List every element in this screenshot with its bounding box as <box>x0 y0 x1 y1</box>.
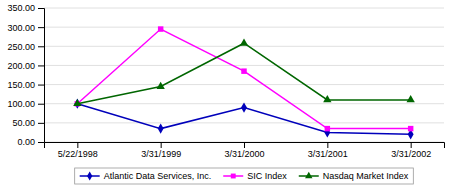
tick-label: 250.00 <box>7 42 35 52</box>
tick-label: 5/22/1998 <box>58 149 98 159</box>
marker <box>241 68 246 73</box>
tick-mark <box>77 142 78 148</box>
tick: 100.00 <box>7 99 44 109</box>
tick: 250.00 <box>7 42 44 52</box>
marker <box>241 102 247 112</box>
tick-label: 3/31/2001 <box>308 149 348 159</box>
tick: 3/31/1999 <box>141 142 181 159</box>
tick: 3/31/2001 <box>308 142 348 159</box>
tick-mark <box>38 65 44 66</box>
tick: 3/31/2002 <box>391 142 431 159</box>
legend-entry: Nasdaq Market Index <box>299 171 409 181</box>
tick: 3/31/2000 <box>224 142 264 159</box>
legend-marker <box>305 172 312 178</box>
line <box>77 29 410 129</box>
chart: 0.00 50.00 100.00 150.00 200.00 250.00 300.00 3… <box>0 0 458 194</box>
marker <box>158 26 163 31</box>
tick-mark <box>38 123 44 124</box>
tick-label: 50.00 <box>12 118 35 128</box>
grid-line <box>44 122 444 123</box>
tick-mark <box>38 46 44 47</box>
tick-mark <box>327 142 328 148</box>
grid-line <box>44 8 444 9</box>
legend-marker <box>231 174 236 179</box>
tick-mark <box>38 85 44 86</box>
x-axis: 5/22/1998 3/31/1999 3/31/2000 3/31/2001 3/31… <box>45 142 445 159</box>
tick-label: 0.00 <box>17 137 35 147</box>
legend-frame <box>75 168 414 184</box>
tick: 150.00 <box>7 80 44 90</box>
tick-mark <box>161 142 162 148</box>
legend-label: Atlantic Data Services, Inc. <box>104 171 212 181</box>
marker <box>323 95 331 102</box>
grid-line <box>44 27 444 28</box>
line <box>77 43 410 103</box>
tick-mark <box>38 27 44 28</box>
tick-label: 300.00 <box>7 23 35 33</box>
tick-label: 3/31/2000 <box>224 149 264 159</box>
grid-line <box>44 65 444 66</box>
series <box>74 99 413 140</box>
grid <box>44 8 444 142</box>
marker <box>240 38 248 45</box>
legend-marker <box>87 171 92 180</box>
legend-label: Nasdaq Market Index <box>323 171 409 181</box>
tick-label: 3/31/1999 <box>141 149 181 159</box>
plot-area: 0.00 50.00 100.00 150.00 200.00 250.00 300.00 3… <box>7 3 444 159</box>
grid-line <box>44 46 444 47</box>
marker <box>158 124 164 134</box>
marker <box>408 126 413 131</box>
tick-mark <box>411 142 412 148</box>
marker <box>157 82 165 89</box>
tick: 5/22/1998 <box>58 142 98 159</box>
series <box>73 38 415 106</box>
tick: 200.00 <box>7 61 44 71</box>
marker <box>325 126 330 131</box>
marker <box>407 95 415 102</box>
series <box>75 26 414 131</box>
grid-line <box>44 84 444 85</box>
tick-label: 150.00 <box>7 80 35 90</box>
tick-mark <box>244 142 245 148</box>
tick-mark <box>38 142 44 143</box>
tick-label: 100.00 <box>7 99 35 109</box>
axis-line <box>45 143 445 149</box>
legend-entry: SIC Index <box>223 171 287 181</box>
marks <box>73 26 415 139</box>
tick-label: 3/31/2002 <box>391 149 431 159</box>
tick: 300.00 <box>7 23 44 33</box>
tick-label: 350.00 <box>7 3 35 13</box>
tick: 50.00 <box>12 118 44 128</box>
legend-entry: Atlantic Data Services, Inc. <box>80 171 212 181</box>
tick-mark <box>38 8 44 9</box>
legend: Atlantic Data Services, Inc. SIC Index Nas… <box>75 168 414 184</box>
axis-line <box>38 9 45 143</box>
tick: 0.00 <box>17 137 44 147</box>
legend-label: SIC Index <box>247 171 287 181</box>
tick-mark <box>38 104 44 105</box>
tick: 350.00 <box>7 3 44 13</box>
marker <box>73 99 81 106</box>
tick-label: 200.00 <box>7 61 35 71</box>
y-axis: 0.00 50.00 100.00 150.00 200.00 250.00 300.00 3… <box>7 3 44 147</box>
